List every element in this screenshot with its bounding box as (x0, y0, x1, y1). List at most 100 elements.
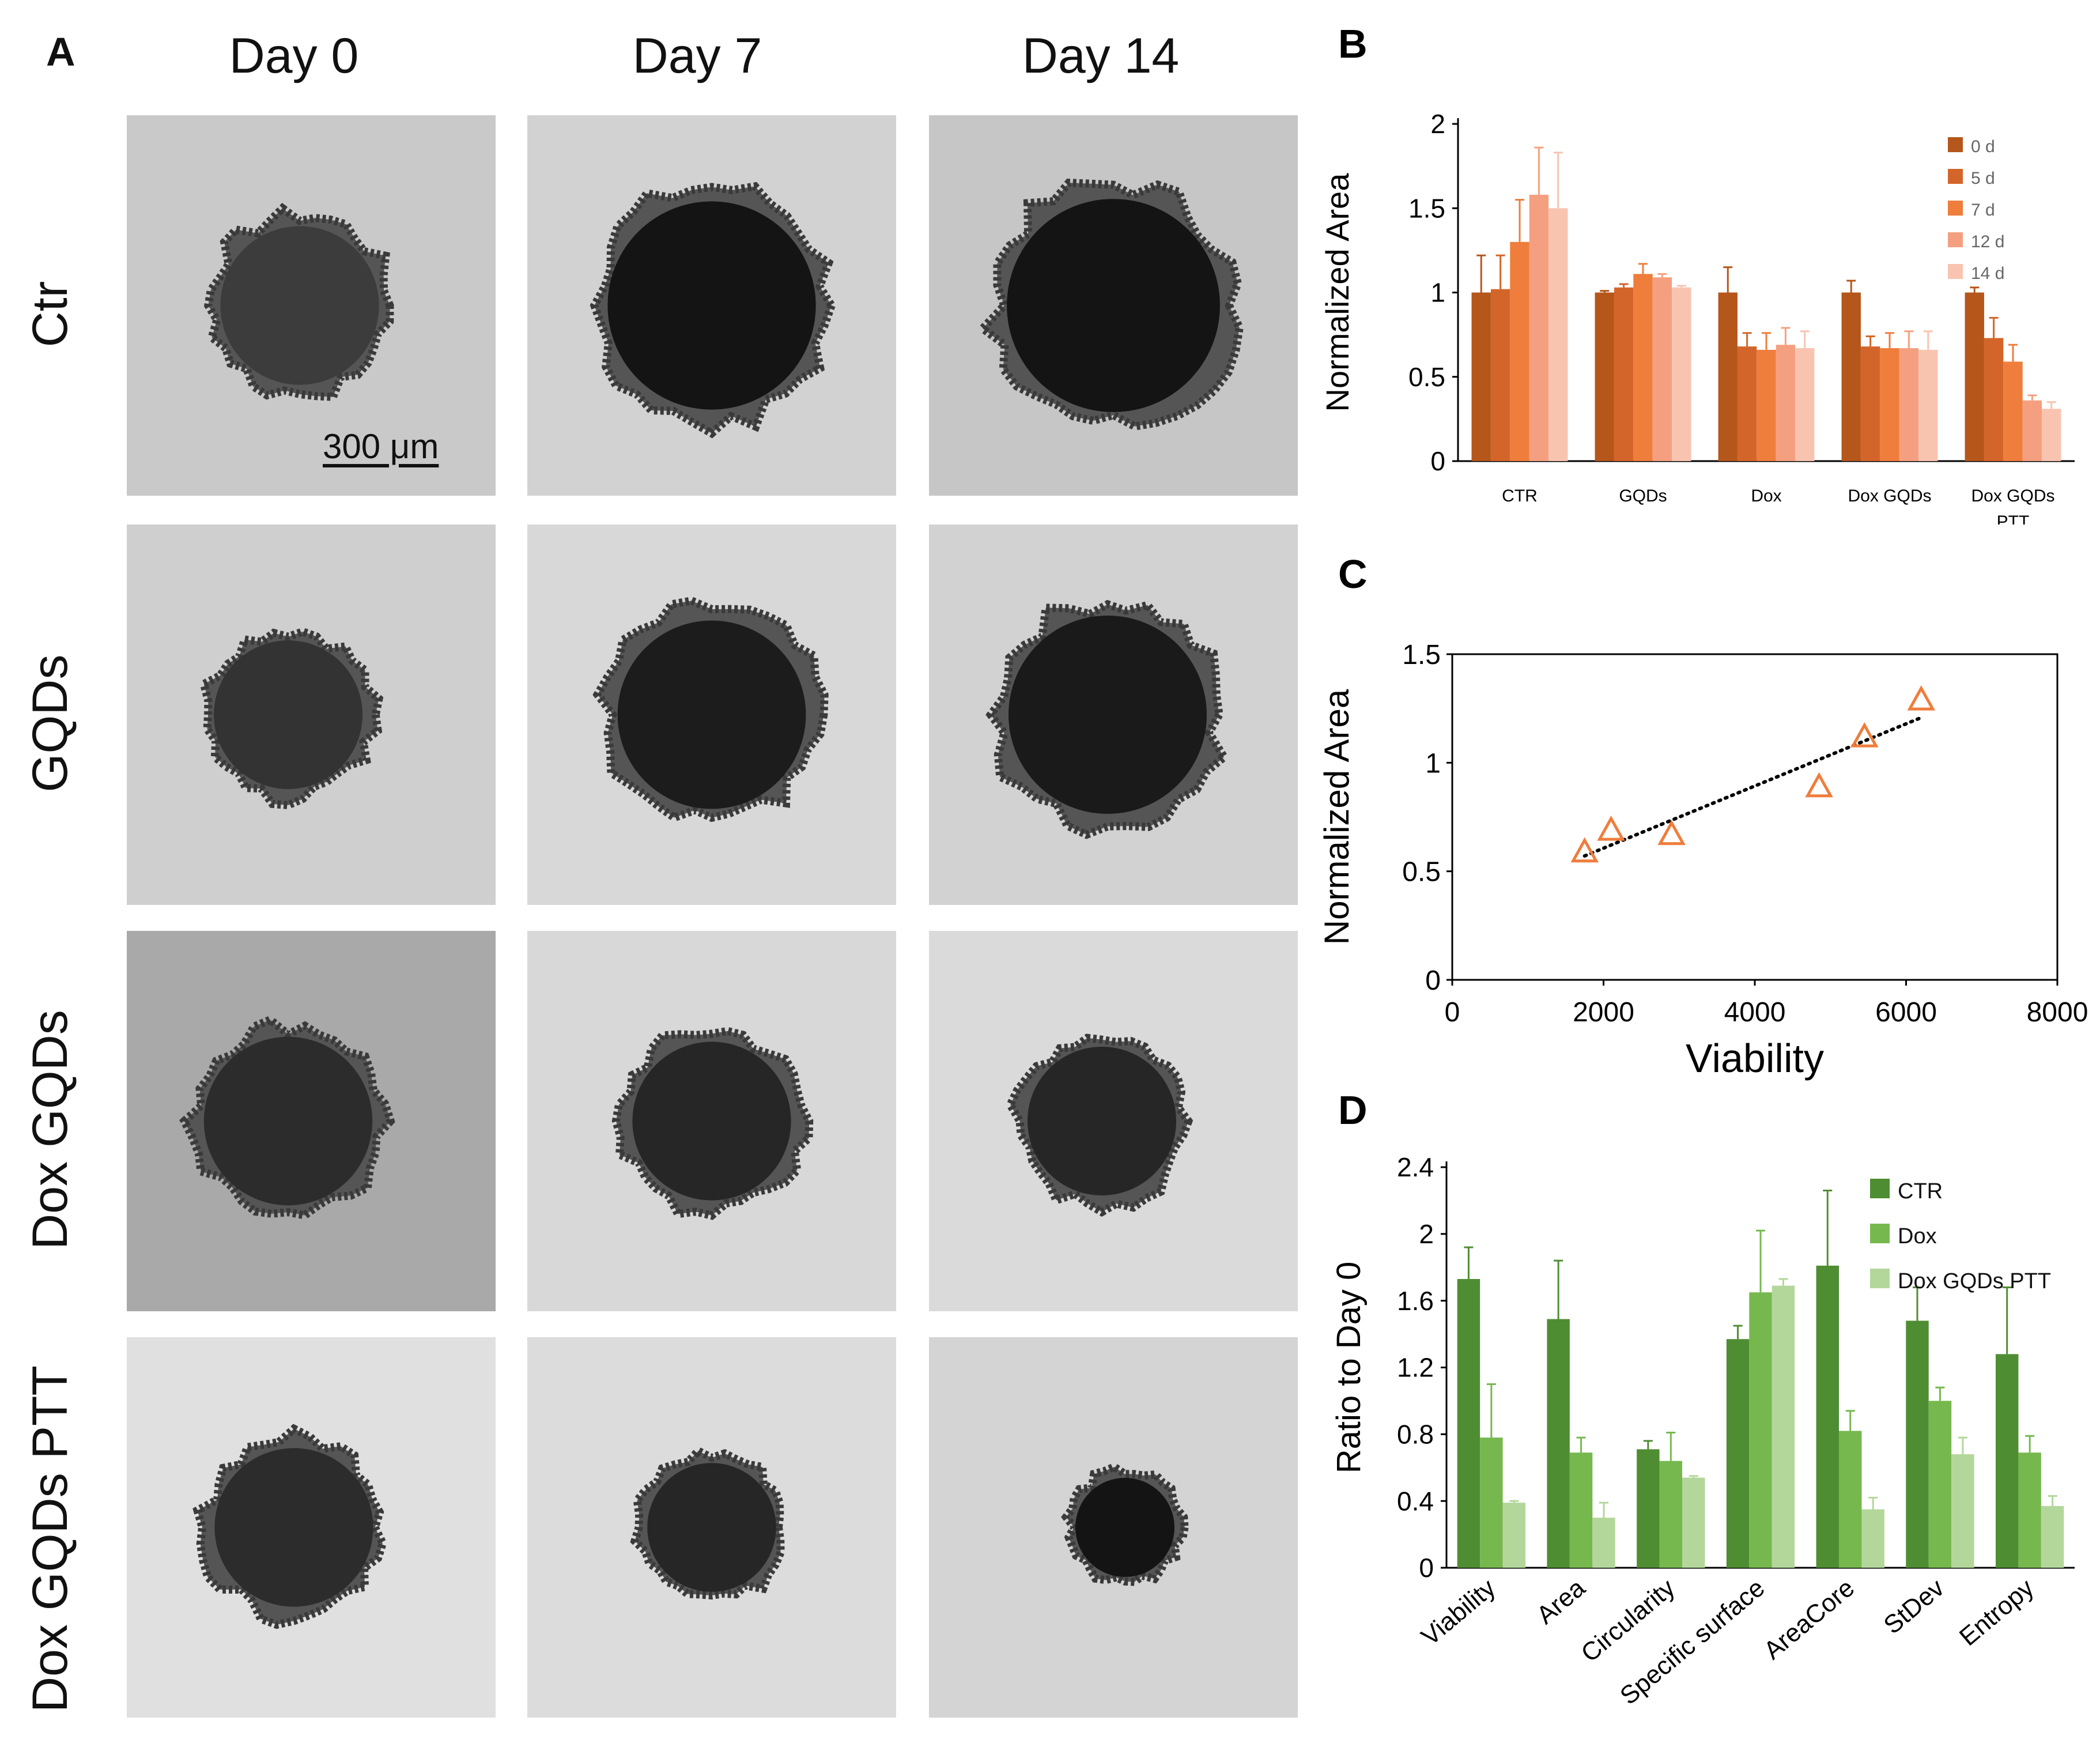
row-header-ctr: Ctr (22, 281, 78, 348)
spheroid-core (617, 620, 806, 809)
spheroid-core (214, 1448, 373, 1607)
legend-swatch-ctr (1870, 1179, 1890, 1198)
micrograph-ctr-day-14 (929, 115, 1298, 496)
legend-label-dox-gqds-ptt: Dox GQDs PTT (1898, 1269, 2051, 1293)
bar-ctr-stdev (1906, 1320, 1929, 1568)
bar-5-d-dox-gqds-ptt (1984, 338, 2004, 461)
legend-swatch-5-d (1948, 169, 1963, 184)
category-label-dox: Dox (1751, 486, 1781, 505)
y-tick-label: 0.8 (1397, 1419, 1434, 1449)
data-point-triangle (1805, 772, 1833, 798)
data-point-triangle (1657, 820, 1686, 846)
data-point-triangle (1570, 837, 1599, 863)
bar-14-d-ctr (1548, 208, 1568, 461)
spheroid-core (1009, 616, 1207, 814)
row-header-dox-gqds: Dox GQDs (22, 1010, 78, 1250)
y-tick-label: 2.4 (1397, 1152, 1434, 1182)
spheroid-core (203, 1036, 373, 1206)
data-point-triangle (1907, 685, 1935, 711)
spheroid-core (632, 1042, 791, 1201)
legend-label-12-d: 12 d (1971, 232, 2004, 251)
micrograph-gqds-day-7 (527, 525, 896, 905)
category-label-entropy: Entropy (1954, 1574, 2039, 1651)
trendline (1582, 716, 1923, 858)
spheroid-core (1028, 1047, 1176, 1195)
category-label-ctr: CTR (1502, 486, 1538, 505)
x-tick-label: 8000 (2027, 997, 2088, 1028)
category-label-gqds: GQDs (1619, 486, 1667, 505)
category-label-area: Area (1531, 1574, 1591, 1630)
bar-7-d-dox (1757, 349, 1776, 461)
bar-12-d-dox-gqds-ptt (2022, 400, 2042, 461)
legend-label-ctr: CTR (1898, 1179, 1943, 1203)
legend-label-14-d: 14 d (1971, 264, 2004, 283)
y-axis-label-b: Normalized Area (1319, 173, 1355, 412)
data-point-triangle (1850, 722, 1879, 748)
bar-dox-viability (1480, 1437, 1503, 1568)
micrograph-dox-gqds-day-0 (127, 931, 496, 1311)
y-tick-label: 0.5 (1402, 857, 1441, 888)
bar-ctr-specific-surface (1726, 1339, 1750, 1568)
y-axis-label-d: Ratio to Day 0 (1330, 1262, 1368, 1474)
y-tick-label: 2 (1430, 109, 1445, 139)
micrograph-ctr-day-7 (527, 115, 896, 496)
y-tick-label: 1.5 (1402, 640, 1441, 670)
bar-0-d-dox (1718, 292, 1738, 461)
bar-dox-gqds-ptt-area (1592, 1518, 1615, 1568)
spheroid-core (214, 640, 362, 789)
bar-dox-circularity (1659, 1461, 1683, 1568)
legend-swatch-14-d (1948, 264, 1963, 279)
legend-label-dox: Dox (1898, 1224, 1937, 1248)
bar-ctr-viability (1457, 1279, 1480, 1568)
spheroid-core (1075, 1478, 1174, 1577)
x-tick-label: 0 (1445, 997, 1460, 1028)
y-tick-label: 1.2 (1397, 1353, 1434, 1383)
row-header-gqds: GQDs (22, 654, 78, 793)
legend-swatch-0-d (1948, 137, 1963, 152)
row-header-dox-gqds-ptt: Dox GQDs PTT (22, 1365, 78, 1713)
bar-7-d-dox-gqds (1880, 348, 1899, 461)
panel-d-label: D (1338, 1088, 1368, 1133)
bar-14-d-dox-gqds (1918, 349, 1938, 461)
micrograph-ctr-day-0 (127, 115, 496, 496)
bar-dox-gqds-ptt-areacore (1861, 1509, 1884, 1568)
category-label-viability: Viability (1416, 1574, 1501, 1651)
plot-frame-c (1451, 653, 2059, 981)
spheroid-core (1007, 199, 1220, 412)
bar-5-d-ctr (1490, 289, 1510, 461)
bar-7-d-ctr (1510, 242, 1529, 461)
bar-5-d-gqds (1614, 287, 1634, 461)
bar-12-d-dox-gqds (1899, 348, 1919, 461)
category-label-dox-gqds-ptt: PTT (1997, 512, 2030, 525)
spheroid-core (607, 201, 816, 410)
bar-12-d-dox (1776, 345, 1796, 461)
bar-dox-gqds-ptt-entropy (2041, 1506, 2064, 1568)
bar-0-d-ctr (1471, 292, 1491, 461)
bar-0-d-dox-gqds-ptt (1965, 292, 1984, 461)
y-tick-label: 0 (1419, 1553, 1434, 1583)
bar-7-d-dox-gqds-ptt (2003, 361, 2023, 461)
x-tick-label: 4000 (1724, 997, 1786, 1028)
y-tick-label: 0.4 (1397, 1486, 1434, 1516)
x-tick-label: 6000 (1875, 997, 1937, 1028)
y-tick-label: 1 (1430, 278, 1445, 308)
bar-dox-gqds-ptt-viability (1502, 1503, 1526, 1568)
bar-ctr-entropy (1995, 1354, 2019, 1568)
bar-0-d-dox-gqds (1841, 292, 1861, 461)
column-header-day-14: Day 14 (1022, 28, 1180, 84)
y-tick-label: 0 (1430, 446, 1445, 476)
y-tick-label: 1.6 (1397, 1286, 1434, 1316)
y-tick-label: 1 (1425, 748, 1441, 779)
panel-a-label: A (46, 29, 75, 74)
spheroid-core (647, 1463, 776, 1592)
legend-label-7-d: 7 d (1971, 201, 1995, 220)
micrograph-gqds-day-14 (929, 525, 1298, 905)
category-label-dox-gqds: Dox GQDs (1848, 486, 1931, 505)
y-tick-label: 1.5 (1408, 193, 1445, 223)
bar-14-d-dox-gqds-ptt (2042, 409, 2061, 461)
bar-ctr-circularity (1637, 1449, 1660, 1568)
panel-b-label: B (1338, 21, 1368, 66)
legend-swatch-dox-gqds-ptt (1870, 1269, 1890, 1288)
micrograph-dox-gqds-ptt-day-14 (929, 1337, 1298, 1718)
